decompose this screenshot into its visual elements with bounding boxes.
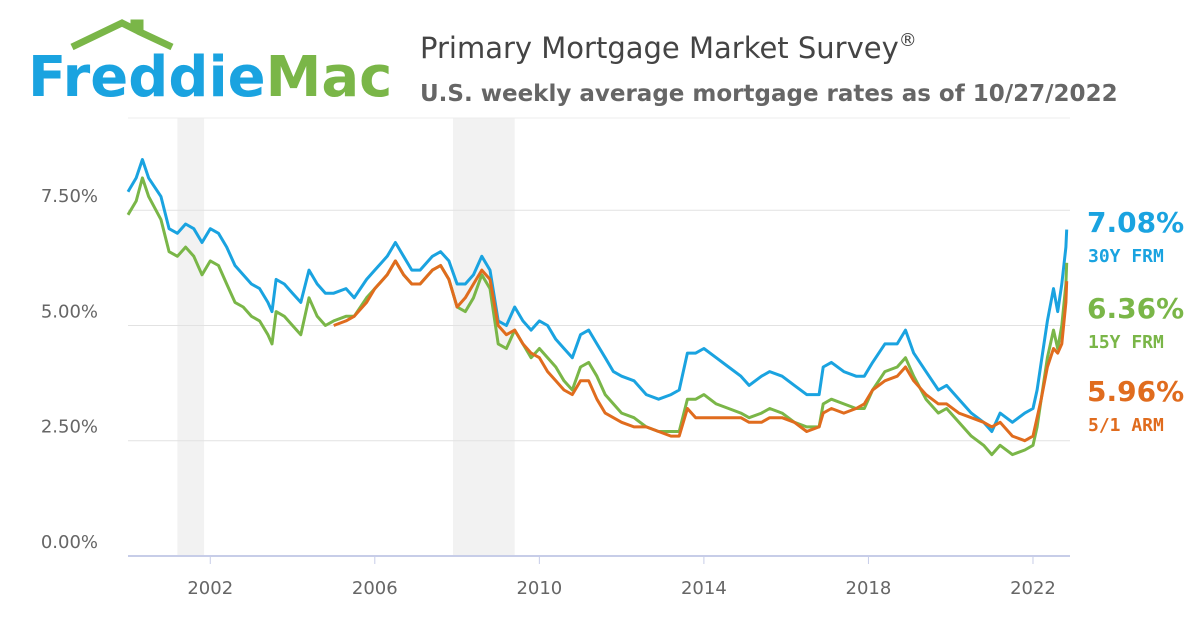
x-tick-label: 2010 <box>516 578 562 599</box>
series-legend: 7.08% 30Y FRM 6.36% 15Y FRM 5.96% 5/1 ARM <box>1087 206 1184 436</box>
recession-band-2 <box>452 118 515 556</box>
freddie-mac-logo: FreddieMac <box>28 19 392 110</box>
chart-title: Primary Mortgage Market Survey <box>420 31 899 65</box>
chart-subtitle: U.S. weekly average mortgage rates as of… <box>420 81 1118 107</box>
legend-value-15y-frm: 6.36% <box>1087 292 1184 325</box>
y-tick-label: 0.00% <box>41 532 98 553</box>
x-tick-label: 2002 <box>187 578 233 599</box>
series-lines <box>126 158 1069 457</box>
legend-name-30y-frm: 30Y FRM <box>1088 246 1164 267</box>
x-axis-ticks: 2002 2006 2010 2014 2018 2022 <box>187 556 1056 599</box>
svg-text:Primary Mortgage Market Survey: Primary Mortgage Market Survey® <box>420 30 917 65</box>
registered-mark: ® <box>899 30 917 51</box>
series-line-30y-frm <box>126 158 1069 433</box>
svg-text:FreddieMac: FreddieMac <box>28 45 392 110</box>
recession-bands <box>177 118 515 556</box>
legend-name-15y-frm: 15Y FRM <box>1088 332 1164 353</box>
series-line-5-1-arm <box>333 259 1069 443</box>
legend-value-30y-frm: 7.08% <box>1087 206 1184 239</box>
x-tick-label: 2006 <box>352 578 398 599</box>
series-line-15y-frm <box>126 176 1069 457</box>
recession-band-1 <box>177 118 205 556</box>
y-tick-label: 7.50% <box>41 186 98 207</box>
x-tick-label: 2022 <box>1010 578 1056 599</box>
logo-word-mac: Mac <box>266 45 393 110</box>
y-tick-label: 2.50% <box>41 417 98 438</box>
y-axis-ticks: 0.00% 2.50% 5.00% 7.50% <box>41 186 98 553</box>
logo-word-freddie: Freddie <box>28 45 266 110</box>
legend-value-5-1-arm: 5.96% <box>1087 375 1184 408</box>
x-tick-label: 2018 <box>846 578 892 599</box>
grid-lines <box>128 117 1070 557</box>
x-tick-label: 2014 <box>681 578 727 599</box>
house-roof-icon <box>70 19 174 51</box>
y-tick-label: 5.00% <box>41 301 98 322</box>
legend-name-5-1-arm: 5/1 ARM <box>1088 415 1164 436</box>
